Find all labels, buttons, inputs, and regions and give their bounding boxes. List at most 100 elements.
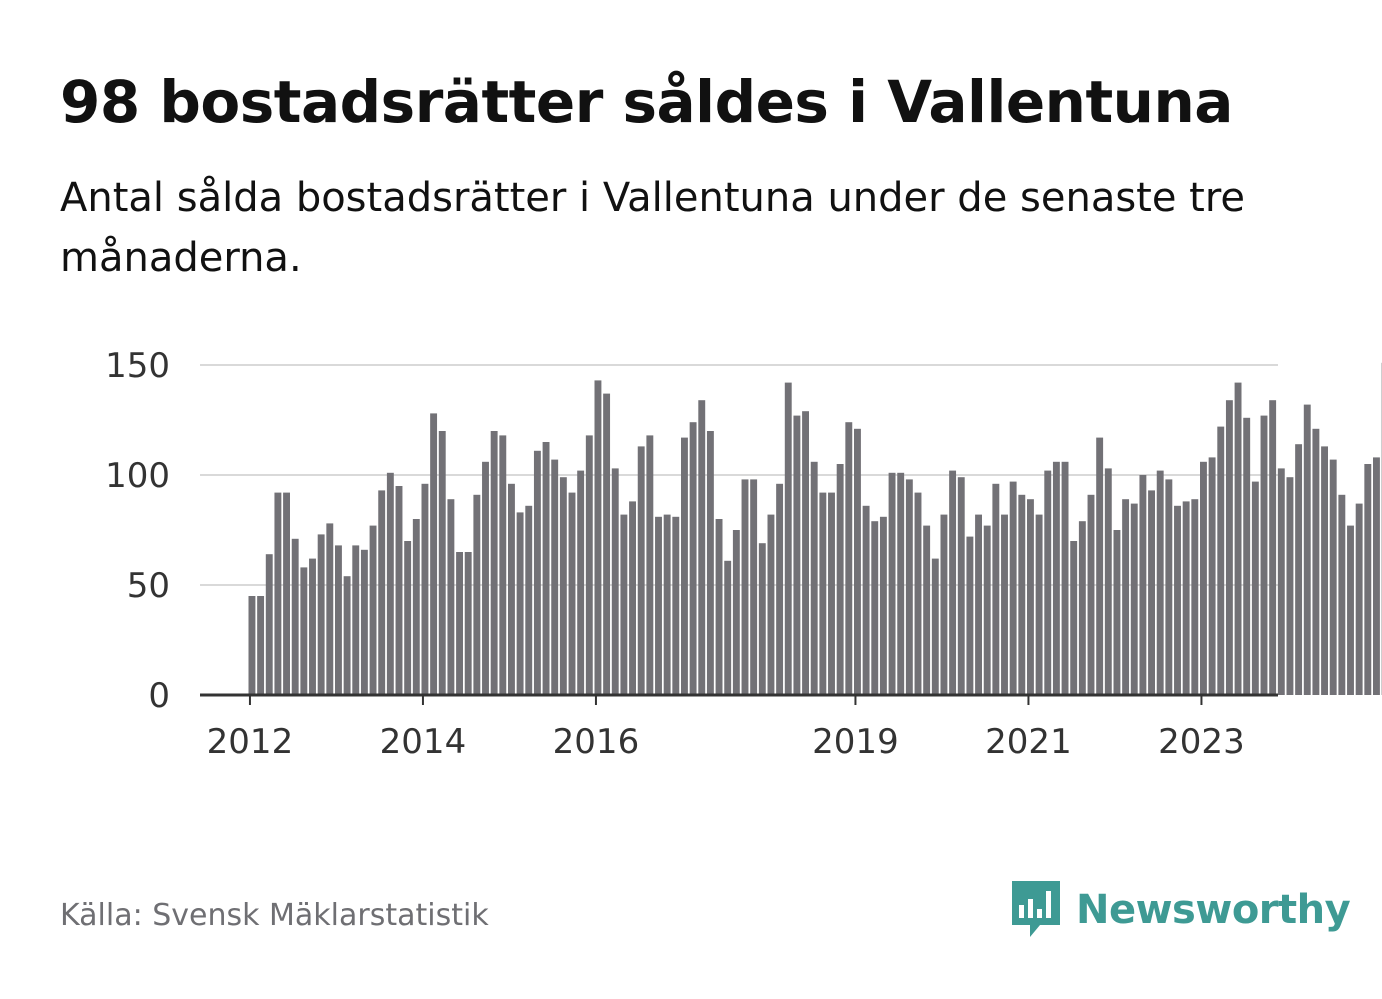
bar (1234, 382, 1242, 695)
bar (611, 468, 619, 695)
bar (888, 472, 896, 695)
bar (369, 525, 377, 695)
bar (447, 499, 455, 695)
bar (663, 514, 671, 695)
bar (681, 437, 688, 695)
bar (1122, 499, 1130, 695)
bar (1087, 494, 1095, 695)
bar (499, 435, 507, 695)
bar (620, 514, 628, 695)
bar (559, 477, 567, 695)
bar (732, 530, 740, 695)
bar (386, 472, 394, 695)
bar (1277, 468, 1285, 695)
bar (871, 521, 879, 695)
bar (1113, 530, 1121, 695)
bar (655, 516, 662, 695)
bar (1078, 521, 1086, 695)
bar (1251, 481, 1259, 695)
bar (257, 596, 265, 695)
bar (542, 442, 550, 695)
bar (1260, 415, 1268, 695)
bar (1165, 479, 1173, 695)
bar (594, 380, 602, 695)
bar (464, 552, 472, 695)
bar (854, 428, 861, 695)
bar (1338, 494, 1346, 695)
bar (1052, 461, 1060, 695)
bar (585, 435, 593, 695)
bar (802, 411, 809, 695)
bar (1200, 461, 1207, 695)
bar (706, 431, 714, 695)
bar (300, 567, 308, 695)
bar (1373, 457, 1380, 695)
bar (819, 492, 827, 695)
bar (897, 472, 905, 695)
bar (949, 470, 957, 695)
bar (274, 492, 282, 695)
bar (326, 523, 334, 695)
newsworthy-logo-icon (1012, 881, 1060, 937)
bar (1070, 541, 1078, 695)
bar (1182, 501, 1190, 695)
bar (1027, 499, 1034, 695)
bar (1044, 470, 1052, 695)
x-tick-label: 2014 (380, 722, 467, 762)
bar (724, 560, 732, 695)
bar (905, 479, 913, 695)
bar (1191, 499, 1199, 695)
bar (1061, 461, 1069, 695)
bar (421, 483, 429, 695)
bar (646, 435, 654, 695)
bar (343, 576, 351, 695)
bar (1035, 514, 1043, 695)
bar (352, 545, 360, 695)
x-tick-label: 2023 (1158, 722, 1245, 762)
bar (957, 477, 965, 695)
bar (1364, 464, 1372, 695)
bar (862, 505, 870, 695)
bar (603, 393, 611, 695)
bar (1355, 503, 1363, 695)
bar (248, 596, 256, 695)
bar (1329, 459, 1337, 695)
bar (983, 525, 991, 695)
bar (966, 536, 974, 695)
bar-chart: 0501001502012201420162019202120239898 (105, 346, 1382, 762)
bar (404, 541, 412, 695)
bar (1001, 514, 1008, 695)
bar (836, 464, 844, 695)
bar (715, 519, 723, 695)
bar (473, 494, 481, 695)
chart-title: 98 bostadsrätter såldes i Vallentuna (60, 68, 1233, 136)
bar (914, 492, 922, 695)
bar (508, 483, 515, 695)
bar (283, 492, 290, 695)
bar (758, 543, 766, 695)
bar (810, 461, 818, 695)
bar (1139, 475, 1147, 695)
bar (784, 382, 792, 695)
y-tick-label: 50 (127, 566, 170, 606)
bar (637, 446, 645, 695)
bar (525, 505, 533, 695)
bar (309, 558, 316, 695)
bar (1321, 446, 1328, 695)
bar (923, 525, 931, 695)
bar (828, 492, 835, 695)
bar (1208, 457, 1216, 695)
bar (1104, 468, 1112, 695)
bar (291, 538, 299, 695)
bar (378, 490, 386, 695)
bar (1096, 437, 1104, 695)
bar (975, 514, 982, 695)
bar (1303, 404, 1311, 695)
bar (335, 545, 342, 695)
bar (1130, 503, 1138, 695)
bar (1269, 400, 1277, 695)
bar (1009, 481, 1017, 695)
bar (1312, 428, 1320, 695)
x-tick-label: 2012 (207, 722, 294, 762)
bar (940, 514, 948, 695)
